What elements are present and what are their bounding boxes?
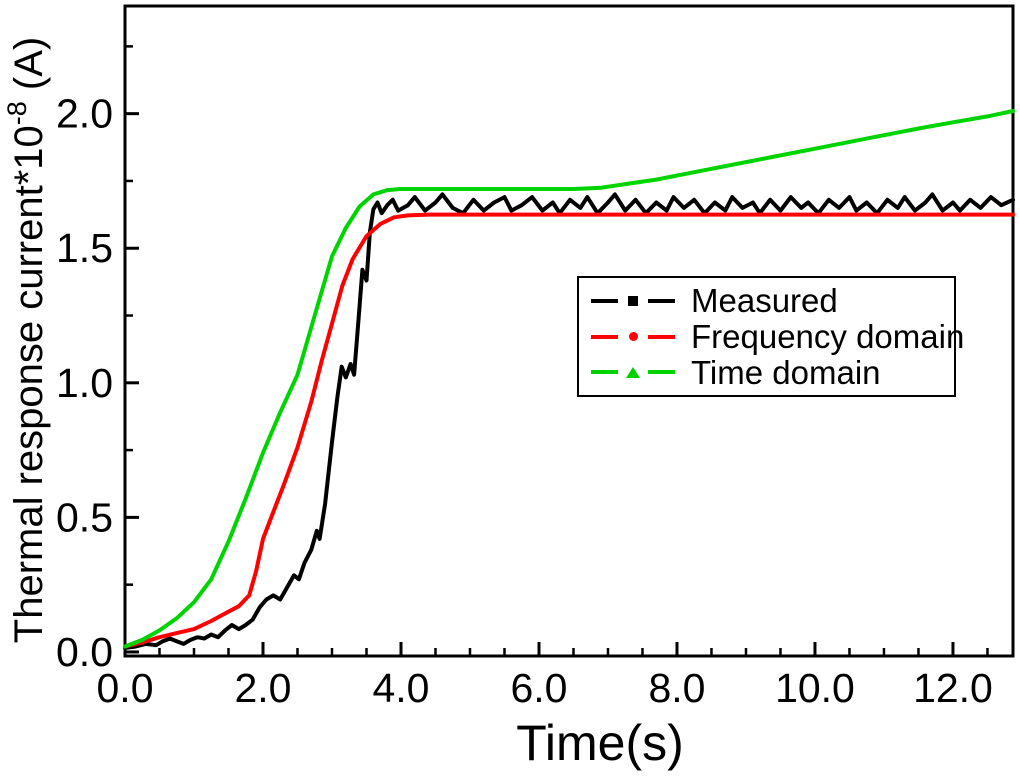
- dash-icon: [648, 298, 675, 303]
- dash-icon: [648, 370, 675, 375]
- legend-item-frequency-domain: Frequency domain: [591, 320, 964, 354]
- legend-line-sample-black: [591, 295, 675, 306]
- square-marker-icon: [628, 295, 638, 306]
- dash-icon: [591, 370, 618, 375]
- legend-item-measured: Measured: [591, 284, 942, 318]
- y-axis-title: Thermal response current*10-8 (A): [2, 37, 51, 643]
- triangle-marker-icon: [626, 366, 640, 378]
- x-tick-label: 10.0: [775, 665, 855, 711]
- x-tick-label: 2.0: [234, 665, 291, 711]
- y-tick-label: 0.5: [56, 494, 113, 540]
- dash-icon: [648, 334, 675, 339]
- plot-frame: [123, 4, 1015, 658]
- series-line-frequency-domain: [123, 212, 1015, 649]
- y-tick-label: 0.0: [56, 629, 113, 675]
- legend-label-time-domain: Time domain: [691, 353, 881, 391]
- y-tick-label: 1.5: [56, 225, 113, 271]
- x-tick-label: 12.0: [913, 665, 993, 711]
- y-tick-label: 2.0: [56, 91, 113, 137]
- legend-label-measured: Measured: [691, 282, 838, 320]
- x-axis-title: Time(s): [516, 715, 684, 771]
- legend-label-frequency-domain: Frequency domain: [691, 318, 965, 355]
- legend: Measured Frequency domain Time domain: [577, 276, 964, 397]
- y-tick-label: 1.0: [56, 360, 113, 406]
- x-tick-label: 0.0: [97, 665, 154, 711]
- series-line-time-domain: [123, 109, 1015, 649]
- series-line-measured: [123, 192, 1015, 650]
- legend-item-time-domain: Time domain: [591, 355, 942, 389]
- dash-icon: [591, 334, 618, 339]
- x-tick-label: 4.0: [372, 665, 429, 711]
- legend-line-sample-green: [591, 366, 675, 378]
- x-tick-label: 6.0: [510, 665, 567, 711]
- legend-line-sample-red: [591, 332, 675, 341]
- circle-marker-icon: [628, 332, 638, 341]
- dash-icon: [591, 298, 618, 303]
- x-tick-label: 8.0: [648, 665, 705, 711]
